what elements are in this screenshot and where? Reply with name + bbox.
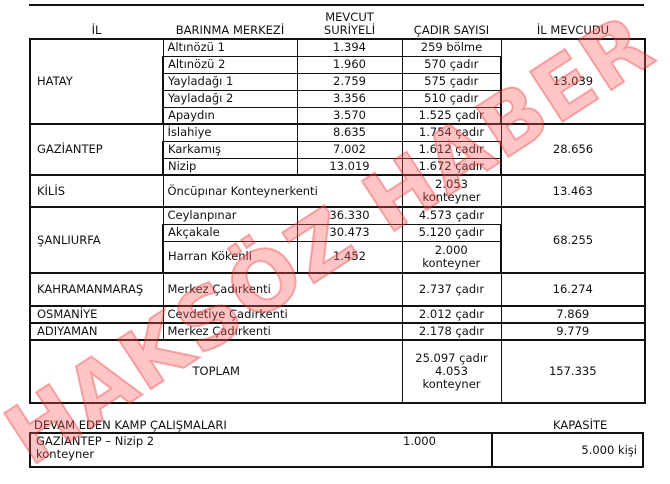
center-name: Harran Kökenli bbox=[162, 240, 298, 274]
table-row: HATAY Altınözü 1 1.394 259 bölme 13.039 bbox=[29, 38, 646, 125]
table-row: Altınözü 2 1.960 570 çadır bbox=[30, 55, 645, 74]
center-name: Ceylanpınar bbox=[162, 206, 298, 225]
ongoing-row: GAZİANTEP – Nizip 2 konteyner 1.000 5.000… bbox=[29, 432, 644, 468]
province-total: 13.463 bbox=[500, 174, 646, 208]
ongoing-item: GAZİANTEP – Nizip 2 konteyner bbox=[36, 434, 155, 461]
center-name: Merkez Çadırkenti bbox=[162, 272, 403, 307]
province-total: 68.255 bbox=[500, 206, 646, 274]
top-rule bbox=[29, 4, 644, 6]
center-tents: 1.525 çadır bbox=[401, 106, 502, 125]
ongoing-table: GAZİANTEP – Nizip 2 konteyner 1.000 5.000… bbox=[29, 432, 644, 468]
province-name: GAZİANTEP bbox=[29, 123, 164, 176]
table-row: OSMANİYE Cevdetiye Çadırkenti 2.012 çadır 7… bbox=[29, 305, 646, 324]
province-total: 16.274 bbox=[500, 272, 646, 307]
ongoing-title: DEVAM EDEN KAMP ÇALIŞMALARI bbox=[34, 418, 227, 432]
table-row: Apaydın 3.570 1.525 çadır bbox=[30, 106, 645, 125]
header-il: İL bbox=[91, 23, 102, 37]
province-total: 13.039 bbox=[500, 38, 646, 125]
center-tents: 1.612 çadır bbox=[401, 140, 502, 159]
province-name: OSMANİYE bbox=[29, 305, 164, 324]
center-count: 36.330 bbox=[296, 206, 403, 225]
center-tents: 1.754 çadır bbox=[401, 123, 502, 142]
center-name: Akçakale bbox=[162, 223, 298, 242]
center-name: Apaydın bbox=[162, 106, 298, 125]
ongoing-capacity: 5.000 kişi bbox=[491, 432, 644, 468]
center-name: Cevdetiye Çadırkenti bbox=[162, 305, 403, 324]
center-tents: 2.012 çadır bbox=[401, 305, 502, 324]
table-row: Nizip 13.019 1.672 çadır bbox=[30, 157, 645, 176]
capacity-label: KAPASİTE bbox=[553, 418, 608, 432]
province-name: HATAY bbox=[29, 38, 164, 125]
center-tents: 2.000 konteyner bbox=[401, 240, 502, 274]
header-barinma: BARINMA MERKEZİ bbox=[175, 23, 285, 37]
center-count: 1.452 bbox=[296, 240, 403, 274]
center-tents: 4.573 çadır bbox=[401, 206, 502, 225]
table-row: ADIYAMAN Merkez Çadırkenti 2.178 çadır 9.77… bbox=[29, 322, 646, 341]
table-row: Harran Kökenli 1.452 2.000 konteyner bbox=[30, 240, 645, 274]
table-row: ŞANLIURFA Ceylanpınar 36.330 4.573 çadır 68.… bbox=[29, 206, 646, 274]
center-name: Nizip bbox=[162, 157, 298, 176]
center-name: Altınözü 1 bbox=[162, 38, 298, 57]
total-people: 157.335 bbox=[500, 339, 646, 404]
header-mevcut: MEVCUT SURİYELİ bbox=[323, 10, 376, 37]
center-tents: 259 bölme bbox=[401, 38, 502, 57]
center-tents: 575 çadır bbox=[401, 72, 502, 91]
province-total: 28.656 bbox=[500, 123, 646, 176]
center-count: 13.019 bbox=[296, 157, 403, 176]
center-name: Altınözü 2 bbox=[162, 55, 298, 74]
center-tents: 1.672 çadır bbox=[401, 157, 502, 176]
header-cadir: ÇADIR SAYISI bbox=[413, 23, 490, 37]
table-row: GAZİANTEP İslahiye 8.635 1.754 çadır 28.656 bbox=[29, 123, 646, 176]
center-tents: 570 çadır bbox=[401, 55, 502, 74]
camps-table: İL BARINMA MERKEZİ MEVCUT SURİYELİ ÇADIR… bbox=[29, 6, 646, 404]
table-row: KAHRAMANMARAŞ Merkez Çadırkenti 2.737 çadı… bbox=[29, 272, 646, 307]
center-count: 7.002 bbox=[296, 140, 403, 159]
province-name: KİLİS bbox=[29, 174, 164, 208]
province-total: 9.779 bbox=[500, 322, 646, 341]
center-count: 3.570 bbox=[296, 106, 403, 125]
province-name: KAHRAMANMARAŞ bbox=[29, 272, 164, 307]
center-name: Merkez Çadırkenti bbox=[162, 322, 403, 341]
total-row: TOPLAM 25.097 çadır 4.053 konteyner 157.… bbox=[29, 339, 646, 404]
total-tents: 25.097 çadır 4.053 konteyner bbox=[401, 339, 502, 404]
center-count: 30.473 bbox=[296, 223, 403, 242]
center-count: 1.960 bbox=[296, 55, 403, 74]
center-tents: 2.737 çadır bbox=[401, 272, 502, 307]
header-row: İL BARINMA MERKEZİ MEVCUT SURİYELİ ÇADIR… bbox=[30, 6, 645, 39]
province-total: 7.869 bbox=[500, 305, 646, 324]
center-name: Yayladağı 1 bbox=[162, 72, 298, 91]
center-count: 3.356 bbox=[296, 89, 403, 108]
center-tents: 5.120 çadır bbox=[401, 223, 502, 242]
table-row: Akçakale 30.473 5.120 çadır bbox=[30, 223, 645, 242]
center-tents: 2.053 konteyner bbox=[401, 174, 502, 208]
table-row: KİLİS Öncüpınar Konteynerkenti 2.053 konte… bbox=[29, 174, 646, 208]
center-tents: 2.178 çadır bbox=[401, 322, 502, 341]
center-name: Öncüpınar Konteynerkenti bbox=[162, 174, 403, 208]
table-row: Yayladağı 2 3.356 510 çadır bbox=[30, 89, 645, 108]
province-name: ŞANLIURFA bbox=[29, 206, 164, 274]
province-name: ADIYAMAN bbox=[29, 322, 164, 341]
header-il-mevcudu: İL MEVCUDU bbox=[536, 23, 610, 37]
center-count: 2.759 bbox=[296, 72, 403, 91]
table-row: Karkamış 7.002 1.612 çadır bbox=[30, 140, 645, 159]
ongoing-count: 1.000 bbox=[403, 434, 436, 448]
center-name: İslahiye bbox=[162, 123, 298, 142]
center-tents: 510 çadır bbox=[401, 89, 502, 108]
center-count: 8.635 bbox=[296, 123, 403, 142]
center-count: 1.394 bbox=[296, 38, 403, 57]
total-label: TOPLAM bbox=[29, 339, 403, 404]
center-name: Karkamış bbox=[162, 140, 298, 159]
center-name: Yayladağı 2 bbox=[162, 89, 298, 108]
